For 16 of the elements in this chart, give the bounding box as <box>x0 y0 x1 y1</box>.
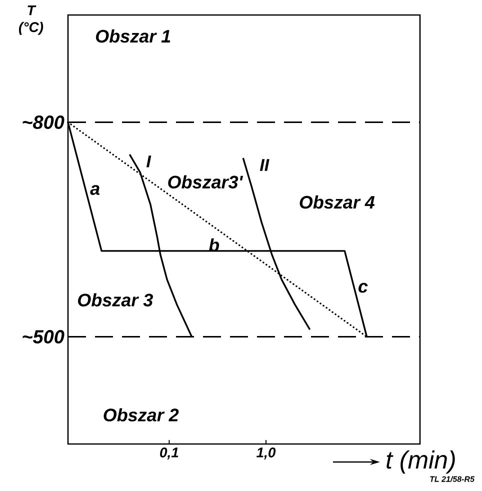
y-tick-label: ~500 <box>22 330 64 344</box>
text: TL 21/58-R5 <box>430 476 475 482</box>
annotation: Obszar 2 <box>104 408 179 422</box>
series-label: I <box>146 156 152 168</box>
x-tick-label: 1,0 <box>256 448 276 460</box>
annotation: Obszar 1 <box>96 29 170 43</box>
y-axis-title: T (°C) <box>18 6 44 35</box>
y-tick-label: ~800 <box>22 116 64 129</box>
annotation: c <box>358 282 368 293</box>
annotation: a <box>90 185 100 195</box>
annotation: Obszar 3 <box>78 293 153 306</box>
x-axis-title: t (min) <box>386 450 455 474</box>
annotation: Obszar3' <box>168 175 244 188</box>
x-tick-label: 0,1 <box>160 448 178 460</box>
annotation: Obszar 4 <box>300 195 375 209</box>
series-label: II <box>260 159 270 171</box>
